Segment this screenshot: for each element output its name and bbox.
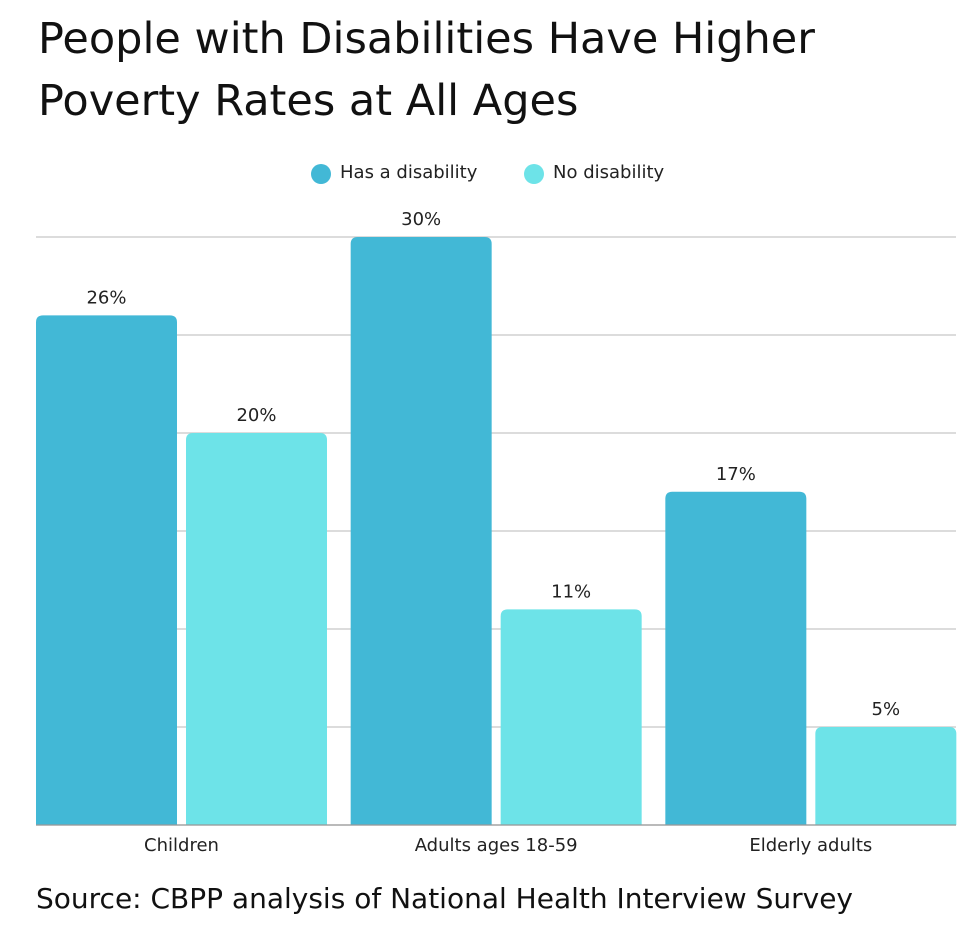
- legend-marker: [524, 164, 544, 184]
- bar: [665, 491, 807, 825]
- x-tick-label: Adults ages 18-59: [415, 835, 578, 856]
- bar: [186, 433, 327, 825]
- source-note: Source: CBPP analysis of National Health…: [36, 882, 854, 915]
- value-label: 17%: [716, 464, 756, 485]
- chart-title: People with Disabilities Have Higher Pov…: [38, 14, 815, 126]
- bar: [36, 315, 177, 825]
- value-label: 20%: [236, 405, 276, 426]
- legend-marker: [311, 164, 331, 184]
- x-tick-label: Elderly adults: [749, 835, 872, 856]
- value-label: 30%: [401, 209, 441, 230]
- bar: [350, 237, 492, 825]
- value-label: 26%: [86, 287, 126, 308]
- value-label: 5%: [872, 699, 901, 720]
- x-tick-label: Children: [144, 835, 219, 856]
- bar: [500, 609, 642, 825]
- value-label: 11%: [551, 581, 591, 602]
- bar: [815, 727, 957, 825]
- legend-label: Has a disability: [340, 162, 478, 183]
- legend-label: No disability: [553, 162, 665, 183]
